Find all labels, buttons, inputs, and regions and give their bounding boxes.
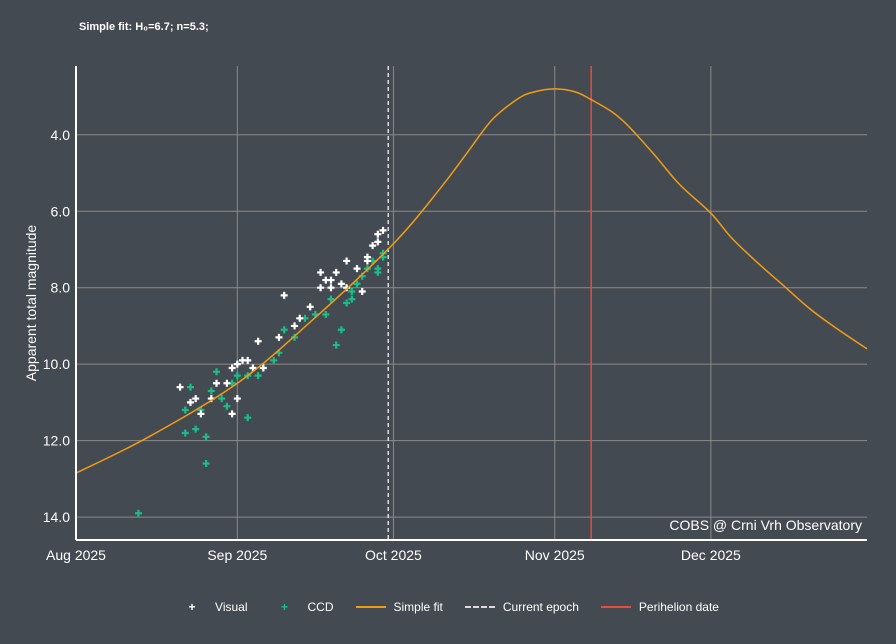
- visual-point: [213, 379, 221, 387]
- ccd-point: [186, 383, 194, 391]
- visual-point: [327, 284, 335, 292]
- plus-marker-icon: +: [188, 600, 196, 614]
- legend-item-fit[interactable]: Simple fit: [355, 600, 443, 614]
- ccd-point: [280, 326, 288, 334]
- visual-point: [233, 360, 241, 368]
- visual-point: [306, 303, 314, 311]
- ccd-point: [343, 299, 351, 307]
- legend-item-ccd[interactable]: + CCD: [270, 600, 334, 614]
- y-axis-label: Apparent total magnitude: [23, 225, 39, 382]
- ccd-point: [348, 288, 356, 296]
- visual-point: [249, 364, 257, 372]
- x-tick-label: Dec 2025: [681, 547, 741, 563]
- y-tick-label: 12.0: [43, 433, 70, 449]
- ccd-point: [337, 326, 345, 334]
- visual-point: [275, 333, 283, 341]
- y-tick-label: 4.0: [51, 127, 71, 143]
- simple-fit-line: [75, 88, 868, 474]
- visual-point: [353, 265, 361, 273]
- y-tick-label: 10.0: [43, 356, 70, 372]
- x-tick-label: Sep 2025: [207, 547, 267, 563]
- visual-point: [332, 268, 340, 276]
- visual-point: [358, 288, 366, 296]
- visual-point: [228, 364, 236, 372]
- dashed-line-icon: [464, 606, 495, 608]
- visual-point: [374, 238, 382, 246]
- ccd-point: [327, 295, 335, 303]
- ccd-point: [322, 310, 330, 318]
- ccd-point: [213, 368, 221, 376]
- ccd-point: [192, 425, 200, 433]
- ccd-point: [270, 356, 278, 364]
- ccd-point: [218, 395, 226, 403]
- visual-point: [176, 383, 184, 391]
- visual-point: [291, 322, 299, 330]
- legend-label: Simple fit: [393, 600, 443, 614]
- chart-subtitle: Simple fit: H₀=6.7; n=5.3;: [79, 21, 209, 33]
- visual-point: [244, 356, 252, 364]
- legend-label: Perihelion date: [638, 600, 719, 614]
- ccd-point: [353, 280, 361, 288]
- visual-point: [223, 379, 231, 387]
- legend-label: Visual: [215, 600, 248, 614]
- legend: + Visual + CCD Simple fit Current epoch Pe…: [0, 600, 896, 614]
- ccd-point: [207, 387, 215, 395]
- visual-point: [228, 410, 236, 418]
- visual-point: [343, 257, 351, 265]
- visual-point: [327, 276, 335, 284]
- x-tick-label: Oct 2025: [365, 547, 422, 563]
- y-tick-label: 8.0: [51, 280, 71, 296]
- plus-marker-icon: +: [280, 600, 288, 614]
- x-tick-label: Aug 2025: [46, 547, 106, 563]
- visual-point: [369, 242, 377, 250]
- visual-point: [259, 364, 267, 372]
- visual-point: [374, 230, 382, 238]
- watermark: COBS @ Crni Vrh Observatory: [669, 517, 862, 533]
- ccd-point: [348, 295, 356, 303]
- visual-point: [280, 291, 288, 299]
- ccd-point: [332, 341, 340, 349]
- legend-item-perihelion[interactable]: Perihelion date: [600, 600, 719, 614]
- ccd-point: [134, 509, 142, 517]
- line-icon: [600, 606, 631, 608]
- y-tick-label: 6.0: [51, 203, 71, 219]
- ccd-point: [181, 429, 189, 437]
- ccd-point: [233, 372, 241, 380]
- legend-item-visual[interactable]: + Visual: [177, 600, 248, 614]
- ccd-point: [374, 265, 382, 273]
- ccd-point: [223, 402, 231, 410]
- visual-point: [186, 398, 194, 406]
- ccd-point: [254, 372, 262, 380]
- legend-item-epoch[interactable]: Current epoch: [464, 600, 579, 614]
- ccd-point: [181, 406, 189, 414]
- legend-label: CCD: [307, 600, 334, 614]
- y-tick-label: 14.0: [43, 509, 70, 525]
- x-tick-label: Nov 2025: [525, 547, 585, 563]
- visual-point: [296, 314, 304, 322]
- visual-point: [337, 280, 345, 288]
- visual-point: [379, 226, 387, 234]
- line-icon: [355, 606, 386, 608]
- ccd-point: [202, 433, 210, 441]
- ccd-point: [244, 414, 252, 422]
- visual-point: [197, 410, 205, 418]
- legend-label: Current epoch: [502, 600, 579, 614]
- visual-point: [317, 284, 325, 292]
- visual-point: [233, 395, 241, 403]
- visual-point: [317, 268, 325, 276]
- visual-point: [363, 257, 371, 265]
- visual-point: [192, 395, 200, 403]
- visual-point: [254, 337, 262, 345]
- ccd-point: [202, 460, 210, 468]
